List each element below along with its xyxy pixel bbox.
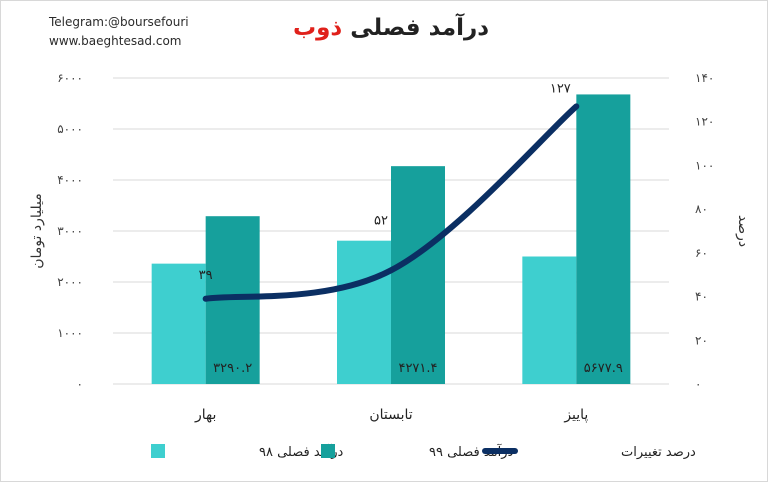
y2-tick-label: ۲۰ <box>695 333 708 347</box>
legend: درآمد فصلی ۹۸ درآمد فصلی ۹۹ درصد تغییرات <box>151 443 696 460</box>
change-point <box>203 296 209 302</box>
y2-tick-label: ۱۴۰ <box>695 71 714 85</box>
change-value-label: ۵۲ <box>374 213 388 228</box>
category-label: تابستان <box>369 407 412 423</box>
y-tick-label: ۶۰۰۰ <box>57 71 83 85</box>
category-label: بهار <box>194 407 216 423</box>
y-tick-label: ۴۰۰۰ <box>57 173 83 187</box>
title-accent: ذوب <box>292 15 343 41</box>
y2-tick-label: ۰ <box>695 377 701 391</box>
bar-q98 <box>522 256 577 384</box>
y-axis-label: میلیارد تومان <box>29 193 45 268</box>
y-tick-label: ۰ <box>77 377 83 391</box>
legend-label: درآمد فصلی ۹۹ <box>429 443 514 460</box>
y-tick-label: ۵۰۰۰ <box>57 122 83 136</box>
category-label: پاییز <box>563 407 588 423</box>
bar-q99-value-label: ۴۲۷۱.۴ <box>398 361 437 376</box>
y2-tick-label: ۶۰ <box>695 246 708 260</box>
change-value-label: ۳۹ <box>199 268 213 283</box>
bar-q98 <box>151 263 206 384</box>
y-tick-label: ۳۰۰۰ <box>57 224 83 238</box>
title-main: درآمد فصلی <box>350 15 490 41</box>
y2-tick-label: ۴۰ <box>695 290 708 304</box>
y2-axis-label: درصد <box>735 215 751 247</box>
legend-swatch <box>321 444 335 458</box>
bar-q99 <box>576 94 631 385</box>
chart-title: درآمد فصلی ذوب <box>241 15 541 41</box>
y2-tick-label: ۱۰۰ <box>695 158 714 172</box>
y-tick-label: ۱۰۰۰ <box>57 326 83 340</box>
y2-tick-label: ۱۲۰ <box>695 115 714 129</box>
bar-q99 <box>391 166 445 384</box>
legend-label: درصد تغییرات <box>621 445 696 460</box>
bar-q99-value-label: ۳۲۹۰.۲ <box>213 361 252 376</box>
legend-swatch <box>151 444 165 458</box>
change-line-layer <box>202 103 580 302</box>
change-point <box>573 103 579 109</box>
y2-tick-label: ۸۰ <box>695 202 708 216</box>
data-labels: ۳۲۹۰.۲ ۴۲۷۱.۴ ۵۶۷۷.۹ ۳۹ ۵۲ ۱۲۷ <box>199 81 623 376</box>
bar-q99-value-label: ۵۶۷۷.۹ <box>584 361 623 376</box>
telegram-watermark: Telegram:@boursefouri <box>49 15 189 29</box>
change-value-label: ۱۲۷ <box>550 81 571 96</box>
axis-labels: ۰ ۱۰۰۰ ۲۰۰۰ ۳۰۰۰ ۴۰۰۰ ۵۰۰۰ ۶۰۰۰ ۰ ۲۰ ۴۰ ۶۰ ۸۰ ۱۰۰ ۱۲۰… <box>29 71 751 423</box>
change-point <box>388 267 394 273</box>
bar-q98 <box>337 240 391 384</box>
website-watermark: www.baeghtesad.com <box>49 34 182 48</box>
bars <box>151 94 631 385</box>
y-tick-label: ۲۰۰۰ <box>57 275 83 289</box>
